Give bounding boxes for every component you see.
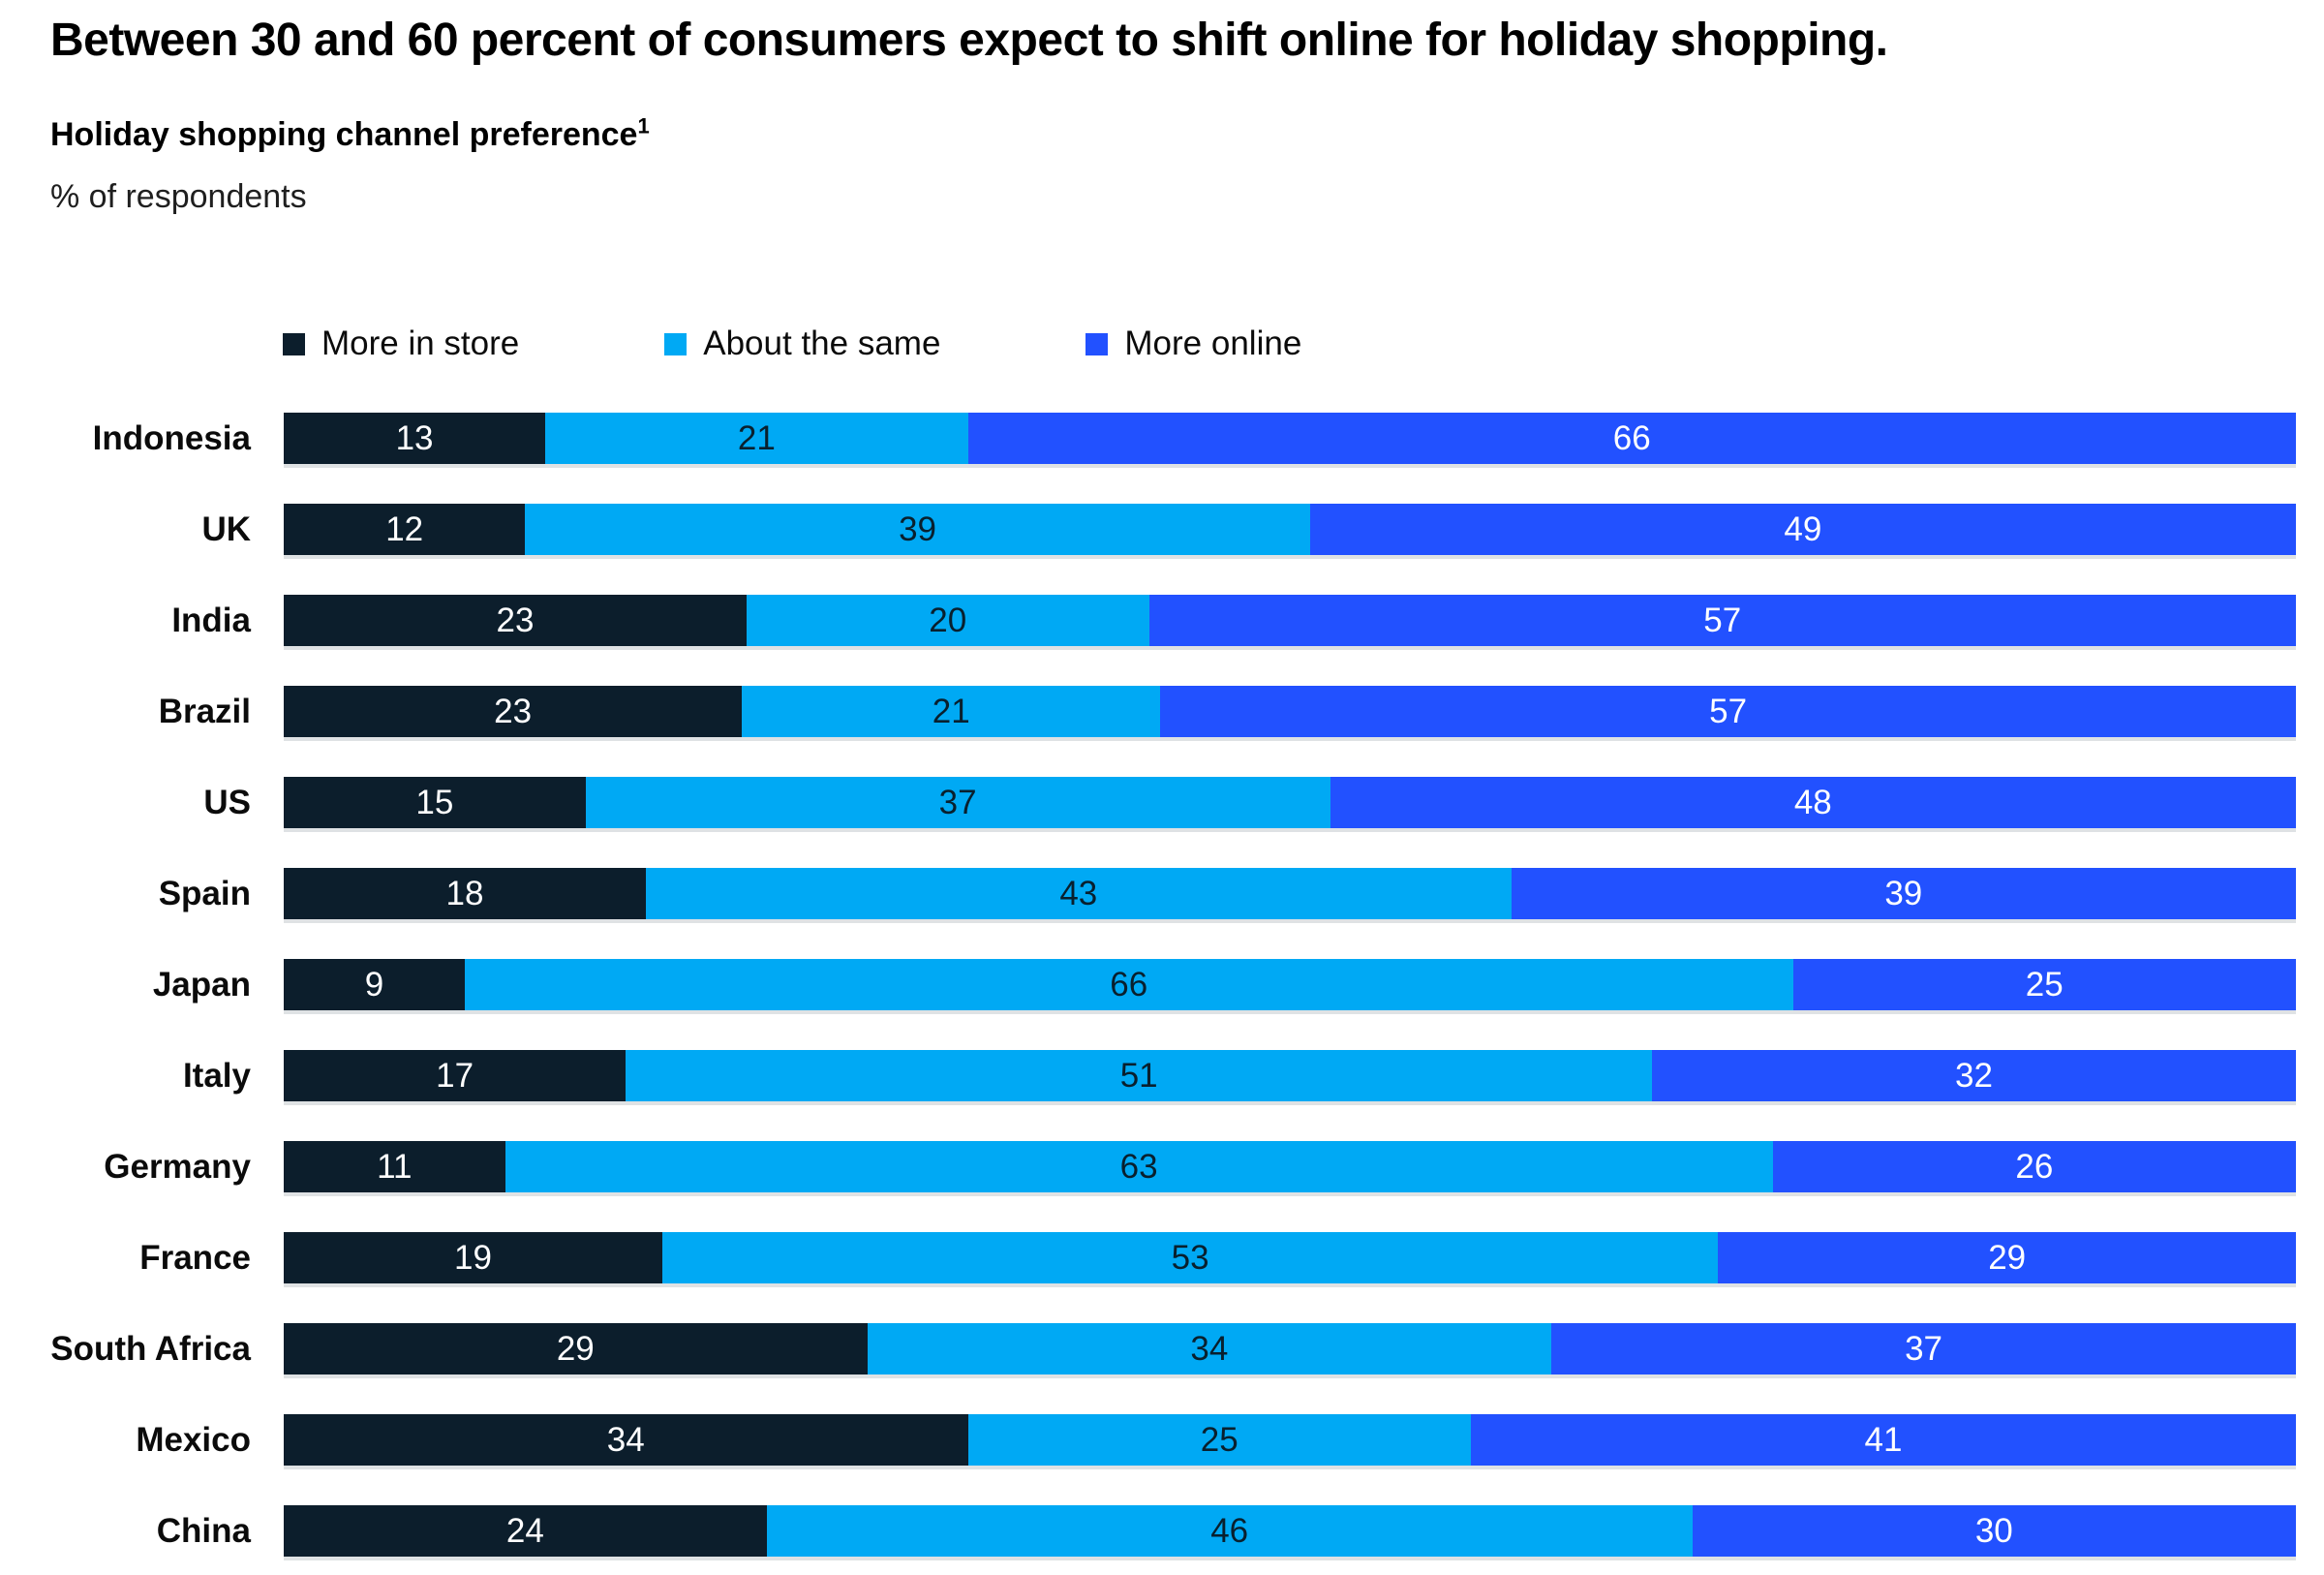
legend-item-about-the-same: About the same: [664, 324, 940, 363]
bar-segment-more-online: 49: [1309, 504, 2296, 556]
stacked-bar: 13 21 66: [284, 413, 2296, 465]
chart-row-south-africa: South Africa 29 34 37: [50, 1323, 2296, 1375]
stacked-bar: 19 53 29: [284, 1232, 2296, 1284]
chart-row-japan: Japan 9 66 25: [50, 959, 2296, 1011]
unit-label: % of respondents: [50, 177, 307, 215]
country-label: Spain: [158, 874, 251, 912]
legend-swatch-more-in-store: [283, 332, 305, 355]
bar-segment-about-the-same: 51: [626, 1050, 1653, 1102]
bar-segment-more-online: 57: [1160, 686, 2296, 738]
chart-row-china: China 24 46 30: [50, 1505, 2296, 1558]
legend-label-more-in-store: More in store: [321, 324, 520, 363]
bar-segment-more-in-store: 15: [284, 777, 586, 829]
bar-segment-more-online: 48: [1330, 777, 2296, 829]
bar-segment-more-in-store: 29: [284, 1323, 868, 1375]
legend: More in store About the same More online: [283, 324, 2296, 363]
legend-swatch-more-online: [1086, 332, 1109, 355]
chart-row-india: India 23 20 57: [50, 595, 2296, 647]
country-label: South Africa: [50, 1329, 251, 1368]
stacked-bar: 11 63 26: [284, 1141, 2296, 1193]
country-label: Indonesia: [92, 418, 251, 457]
bar-segment-about-the-same: 37: [585, 777, 1330, 829]
stacked-bar: 29 34 37: [284, 1323, 2296, 1375]
legend-item-more-in-store: More in store: [283, 324, 519, 363]
bar-segment-more-in-store: 12: [284, 504, 526, 556]
chart-row-france: France 19 53 29: [50, 1232, 2296, 1284]
legend-item-more-online: More online: [1086, 324, 1301, 363]
stacked-bar-chart: Indonesia 13 21 66 UK 12 39 49 India 23 …: [50, 413, 2297, 1558]
bar-segment-about-the-same: 53: [661, 1232, 1719, 1284]
bar-segment-more-online: 37: [1551, 1323, 2296, 1375]
bar-segment-more-in-store: 19: [284, 1232, 662, 1284]
bar-segment-more-online: 25: [1792, 959, 2296, 1011]
bar-segment-more-in-store: 13: [284, 413, 546, 465]
bar-segment-more-online: 26: [1772, 1141, 2296, 1193]
country-label: UK: [201, 510, 251, 548]
bar-segment-about-the-same: 21: [742, 686, 1161, 738]
bar-segment-more-in-store: 23: [284, 595, 747, 647]
bar-segment-more-online: 57: [1148, 595, 2296, 647]
country-label: US: [203, 783, 251, 821]
legend-label-more-online: More online: [1124, 324, 1302, 363]
page-title: Between 30 and 60 percent of consumers e…: [50, 15, 1888, 66]
bar-segment-about-the-same: 66: [465, 959, 1793, 1011]
bar-segment-more-in-store: 17: [284, 1050, 627, 1102]
chart-row-brazil: Brazil 23 21 57: [50, 686, 2296, 738]
country-label: Germany: [104, 1147, 251, 1186]
stacked-bar: 24 46 30: [284, 1505, 2296, 1558]
stacked-bar: 23 20 57: [284, 595, 2296, 647]
stacked-bar: 34 25 41: [284, 1414, 2296, 1467]
country-label: Japan: [152, 965, 251, 1004]
country-label: France: [139, 1238, 251, 1277]
bar-segment-more-online: 30: [1692, 1505, 2296, 1558]
country-label: China: [156, 1511, 251, 1550]
bar-segment-more-online: 39: [1511, 868, 2297, 920]
bar-segment-more-in-store: 9: [284, 959, 466, 1011]
country-label: India: [171, 601, 251, 639]
bar-segment-more-online: 32: [1652, 1050, 2296, 1102]
chart-row-uk: UK 12 39 49: [50, 504, 2296, 556]
chart-row-us: US 15 37 48: [50, 777, 2296, 829]
bar-segment-about-the-same: 34: [867, 1323, 1552, 1375]
bar-segment-about-the-same: 20: [746, 595, 1149, 647]
chart-row-germany: Germany 11 63 26: [50, 1141, 2296, 1193]
bar-segment-more-in-store: 34: [284, 1414, 968, 1467]
chart-row-indonesia: Indonesia 13 21 66: [50, 413, 2296, 465]
chart-row-italy: Italy 17 51 32: [50, 1050, 2296, 1102]
country-label: Italy: [182, 1056, 251, 1095]
bar-segment-about-the-same: 63: [505, 1141, 1773, 1193]
chart-subtitle: Holiday shopping channel preference1: [50, 115, 2296, 154]
bar-segment-about-the-same: 43: [646, 868, 1512, 920]
footnote-marker: 1: [637, 113, 650, 139]
legend-label-about-the-same: About the same: [703, 324, 941, 363]
bar-segment-more-online: 29: [1718, 1232, 2296, 1284]
chart-row-spain: Spain 18 43 39: [50, 868, 2297, 920]
chart-subtitle-text: Holiday shopping channel preference: [50, 115, 638, 153]
bar-segment-more-in-store: 24: [284, 1505, 767, 1558]
stacked-bar: 12 39 49: [284, 504, 2296, 556]
stacked-bar: 23 21 57: [284, 686, 2296, 738]
country-label: Brazil: [158, 692, 251, 730]
chart-row-mexico: Mexico 34 25 41: [50, 1414, 2296, 1467]
bar-segment-more-in-store: 11: [284, 1141, 505, 1193]
stacked-bar: 9 66 25: [284, 959, 2296, 1011]
bar-segment-more-online: 41: [1471, 1414, 2296, 1467]
stacked-bar: 17 51 32: [284, 1050, 2296, 1102]
bar-segment-about-the-same: 46: [766, 1505, 1693, 1558]
stacked-bar: 15 37 48: [284, 777, 2296, 829]
bar-segment-more-online: 66: [967, 413, 2296, 465]
bar-segment-about-the-same: 39: [525, 504, 1310, 556]
stacked-bar: 18 43 39: [284, 868, 2297, 920]
bar-segment-more-in-store: 18: [284, 868, 647, 920]
bar-segment-more-in-store: 23: [284, 686, 743, 738]
country-label: Mexico: [136, 1420, 251, 1459]
legend-swatch-about-the-same: [664, 332, 688, 355]
bar-segment-about-the-same: 25: [967, 1414, 1472, 1467]
bar-segment-about-the-same: 21: [545, 413, 968, 465]
